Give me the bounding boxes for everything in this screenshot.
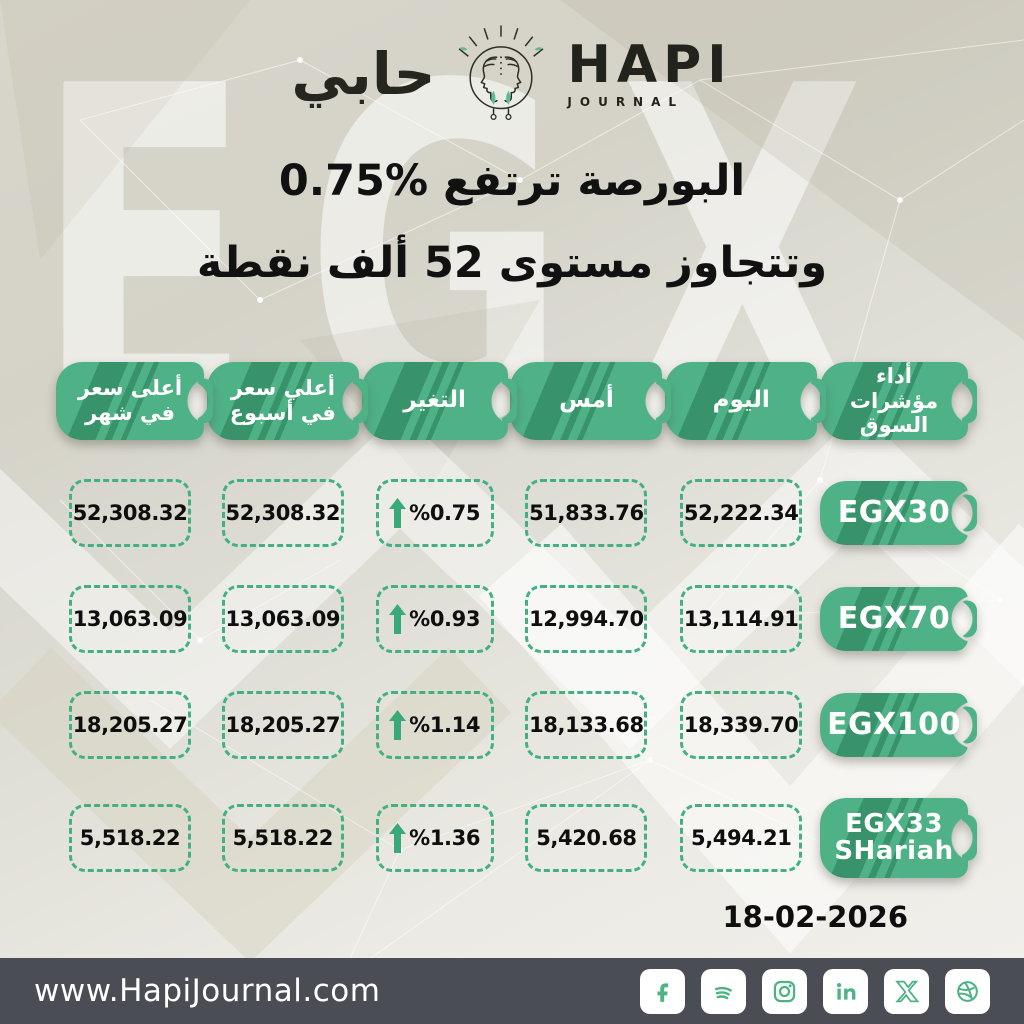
headline-line2: وتتجاوز مستوى 52 ألف نقطة: [196, 238, 828, 288]
column-header-month-high: أعلى سعر في شهر: [56, 362, 205, 440]
headline-line1: البورصة ترتفع %0.75: [278, 156, 746, 206]
facebook-icon[interactable]: [640, 968, 685, 1014]
headline: البورصة ترتفع %0.75 وتتجاوز مستوى 52 ألف…: [0, 156, 1024, 288]
value-month-high: 18,205.27: [56, 691, 204, 759]
column-header-change: التغير: [361, 362, 508, 440]
dribbble-icon[interactable]: [945, 968, 990, 1014]
date-label: 18-02-2026: [722, 900, 909, 934]
value-week-high: 52,308.32: [207, 479, 359, 547]
value-change: %0.93: [362, 585, 508, 653]
index-badge-egx30: EGX30: [820, 480, 968, 546]
value-change: %1.36: [362, 798, 508, 878]
up-arrow-icon: [389, 604, 407, 634]
hapi-logo-icon: [458, 25, 544, 121]
column-header-week-high: أعلي سعر في أسبوع: [206, 362, 359, 440]
brand-logo: حابي HAPI: [0, 18, 1024, 130]
website-url: www.HapiJournal.com: [34, 973, 381, 1009]
footer-bar: www.HapiJournal.com: [0, 958, 1024, 1024]
value-month-high: 5,518.22: [56, 798, 204, 878]
linkedin-icon[interactable]: [823, 968, 868, 1014]
value-yesterday: 18,133.68: [510, 691, 662, 759]
index-badge-egx33-shariah: EGX33 SHariah: [820, 798, 968, 878]
column-header-market: أداء مؤشرات السوق: [820, 362, 968, 440]
column-header-today: اليوم: [665, 362, 818, 440]
value-month-high: 13,063.09: [56, 585, 204, 653]
value-yesterday: 12,994.70: [510, 585, 662, 653]
up-arrow-icon: [389, 710, 407, 740]
instagram-icon[interactable]: [762, 968, 807, 1014]
value-today: 13,114.91: [665, 585, 817, 653]
value-week-high: 5,518.22: [207, 798, 359, 878]
brand-arabic-name: حابي: [291, 40, 436, 108]
value-today: 52,222.34: [665, 479, 817, 547]
social-icons: [640, 968, 990, 1014]
value-week-high: 13,063.09: [207, 585, 359, 653]
value-today: 18,339.70: [665, 691, 817, 759]
index-badge-egx100: EGX100: [820, 692, 968, 758]
value-change: %0.75: [362, 479, 508, 547]
value-change: %1.14: [362, 691, 508, 759]
brand-name: HAPI: [567, 35, 733, 95]
value-week-high: 18,205.27: [207, 691, 359, 759]
value-month-high: 52,308.32: [56, 479, 204, 547]
indices-table: أداء مؤشرات السوق اليوم أمس التغير أعلي …: [56, 362, 968, 878]
column-header-yesterday: أمس: [510, 362, 663, 440]
brand-subtitle: JOURNAL: [567, 95, 685, 109]
up-arrow-icon: [389, 823, 407, 853]
value-yesterday: 51,833.76: [510, 479, 662, 547]
index-badge-egx70: EGX70: [820, 586, 968, 652]
x-icon[interactable]: [884, 968, 929, 1014]
value-yesterday: 5,420.68: [510, 798, 662, 878]
spotify-icon[interactable]: [701, 968, 746, 1014]
up-arrow-icon: [389, 498, 407, 528]
value-today: 5,494.21: [665, 798, 817, 878]
